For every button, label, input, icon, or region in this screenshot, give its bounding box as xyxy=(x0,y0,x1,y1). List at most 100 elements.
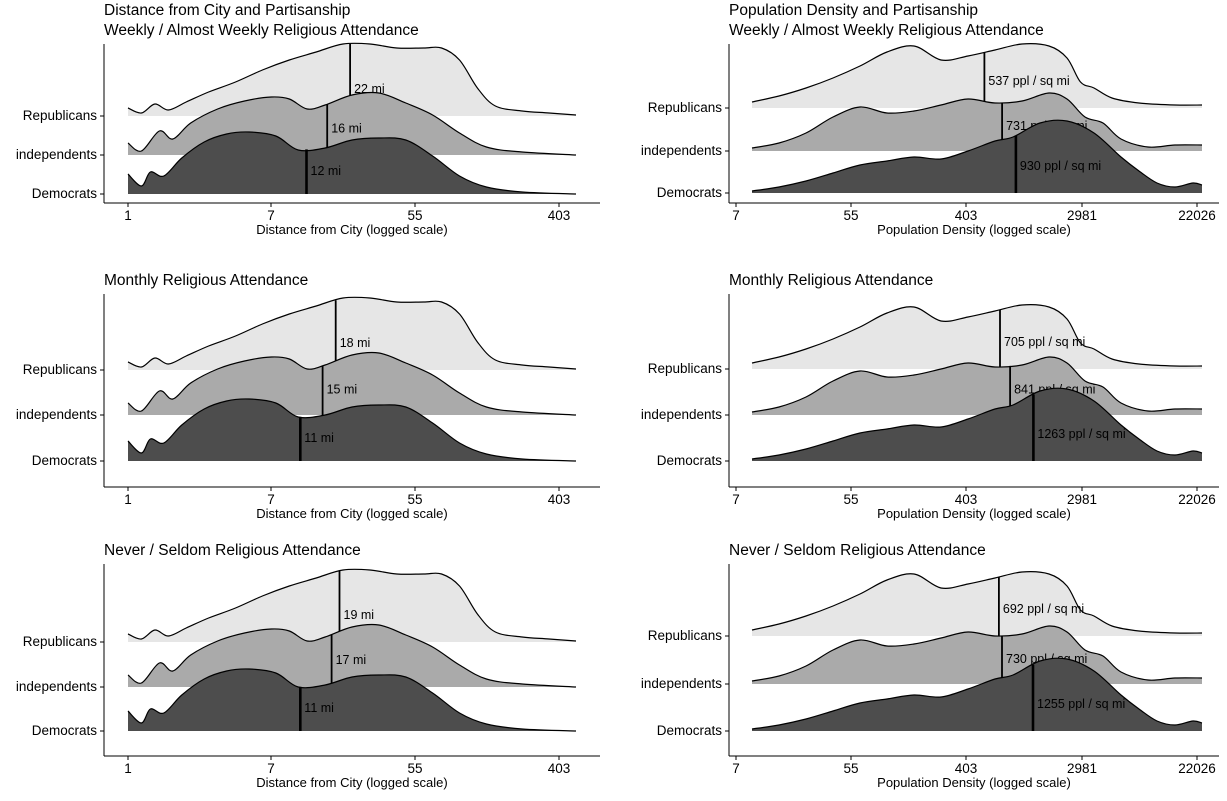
x-tick-label: 1 xyxy=(124,208,132,223)
median-label: 16 mi xyxy=(331,122,362,136)
x-tick-label: 1 xyxy=(124,492,132,507)
x-tick-label: 55 xyxy=(407,208,422,223)
y-tick-label: independents xyxy=(641,676,722,691)
x-tick-label: 403 xyxy=(548,208,571,223)
ridge-outline xyxy=(751,571,1203,634)
x-axis-label: Population Density (logged scale) xyxy=(877,775,1071,790)
median-label: 18 mi xyxy=(340,336,371,350)
x-tick-label: 403 xyxy=(548,761,571,776)
y-tick-label: independents xyxy=(16,407,97,422)
x-tick-label: 22026 xyxy=(1178,761,1216,776)
ridge-area xyxy=(128,398,576,461)
y-tick-label: independents xyxy=(16,147,97,162)
median-label: 537 ppl / sq mi xyxy=(988,74,1069,88)
ridge-outline xyxy=(751,657,1203,730)
chart-title: Never / Seldom Religious Attendance xyxy=(104,542,361,559)
x-tick-label: 55 xyxy=(407,761,422,776)
x-tick-label: 55 xyxy=(843,492,858,507)
median-label: 705 ppl / sq mi xyxy=(1004,335,1085,349)
chart-title: Distance from City and Partisanship xyxy=(104,2,350,19)
x-tick-label: 2981 xyxy=(1067,208,1097,223)
x-tick-label: 2981 xyxy=(1067,492,1097,507)
ridge-outline xyxy=(127,351,577,416)
ridge-outline xyxy=(751,92,1203,149)
median-label: 15 mi xyxy=(327,382,358,396)
x-tick-label: 403 xyxy=(955,761,978,776)
median-label: 1255 ppl / sq mi xyxy=(1037,697,1125,711)
chart-panel: Never / Seldom Religious Attendance 19 mi… xyxy=(16,542,600,790)
median-label: 17 mi xyxy=(336,653,367,667)
x-tick-label: 7 xyxy=(267,492,275,507)
chart-panel: Monthly Religious Attendance 18 mi Republi… xyxy=(16,272,600,521)
y-tick-label: Republicans xyxy=(23,108,98,123)
median-label: 11 mi xyxy=(304,701,334,715)
median-label: 930 ppl / sq mi xyxy=(1020,159,1101,173)
ridge-outline xyxy=(751,304,1203,367)
y-tick-label: independents xyxy=(641,407,722,422)
x-axis-label: Distance from City (logged scale) xyxy=(256,775,447,790)
ridge-outline xyxy=(751,43,1203,106)
y-tick-label: Republicans xyxy=(23,634,98,649)
median-label: 692 ppl / sq mi xyxy=(1003,602,1084,616)
chart-subtitle: Weekly / Almost Weekly Religious Attenda… xyxy=(104,22,419,39)
x-tick-label: 7 xyxy=(267,208,275,223)
ridge-area xyxy=(128,668,576,731)
chart-panel: Monthly Religious Attendance 705 ppl / sq… xyxy=(641,272,1219,521)
ridge-area xyxy=(752,304,1202,369)
y-tick-label: independents xyxy=(641,143,722,158)
x-tick-label: 7 xyxy=(732,761,740,776)
y-tick-label: Democrats xyxy=(32,186,98,201)
median-label: 1263 ppl / sq mi xyxy=(1037,427,1125,441)
x-tick-label: 22026 xyxy=(1178,208,1216,223)
ridge-area xyxy=(128,297,576,370)
x-axis-label: Population Density (logged scale) xyxy=(877,222,1071,237)
ridge-outline xyxy=(751,387,1203,460)
ridge-outline xyxy=(127,668,577,732)
x-tick-label: 403 xyxy=(955,208,978,223)
x-tick-label: 55 xyxy=(843,761,858,776)
x-axis-label: Distance from City (logged scale) xyxy=(256,506,447,521)
ridge-area xyxy=(752,43,1202,108)
ridge-outline xyxy=(127,623,577,688)
median-label: 12 mi xyxy=(311,164,342,178)
y-tick-label: Republicans xyxy=(648,628,723,643)
ridge-outline xyxy=(127,91,577,156)
ridge-area xyxy=(128,43,576,116)
x-tick-label: 403 xyxy=(548,492,571,507)
ridge-area xyxy=(752,388,1202,461)
chart-title: Never / Seldom Religious Attendance xyxy=(729,542,986,559)
ridge-outline xyxy=(127,398,577,462)
ridge-outline xyxy=(751,625,1203,682)
ridge-outline xyxy=(751,356,1203,413)
ridge-area xyxy=(128,569,576,642)
chart-title: Monthly Religious Attendance xyxy=(104,272,308,289)
x-tick-label: 7 xyxy=(732,492,740,507)
median-label: 19 mi xyxy=(344,608,375,622)
x-axis-label: Population Density (logged scale) xyxy=(877,506,1071,521)
chart-title: Monthly Religious Attendance xyxy=(729,272,933,289)
x-tick-label: 7 xyxy=(732,208,740,223)
chart-panel: Never / Seldom Religious Attendance 692 p… xyxy=(641,542,1219,790)
ridge-outline xyxy=(751,119,1203,192)
x-tick-label: 2981 xyxy=(1067,761,1097,776)
y-tick-label: Democrats xyxy=(657,453,723,468)
chart-title: Population Density and Partisanship xyxy=(729,2,978,19)
ridge-area xyxy=(752,571,1202,636)
ridge-area xyxy=(128,131,576,194)
y-tick-label: Democrats xyxy=(32,723,98,738)
ridge-outline xyxy=(127,568,577,642)
y-tick-label: Republicans xyxy=(648,100,723,115)
ridge-area xyxy=(752,120,1202,193)
y-tick-label: Republicans xyxy=(648,361,723,376)
ridge-outline xyxy=(127,42,577,116)
x-tick-label: 55 xyxy=(843,208,858,223)
median-label: 11 mi xyxy=(304,431,334,445)
x-tick-label: 403 xyxy=(955,492,978,507)
y-tick-label: Democrats xyxy=(32,453,98,468)
y-tick-label: independents xyxy=(16,679,97,694)
ridge-outline xyxy=(127,131,577,195)
x-axis-label: Distance from City (logged scale) xyxy=(256,222,447,237)
x-tick-label: 55 xyxy=(407,492,422,507)
y-tick-label: Republicans xyxy=(23,362,98,377)
